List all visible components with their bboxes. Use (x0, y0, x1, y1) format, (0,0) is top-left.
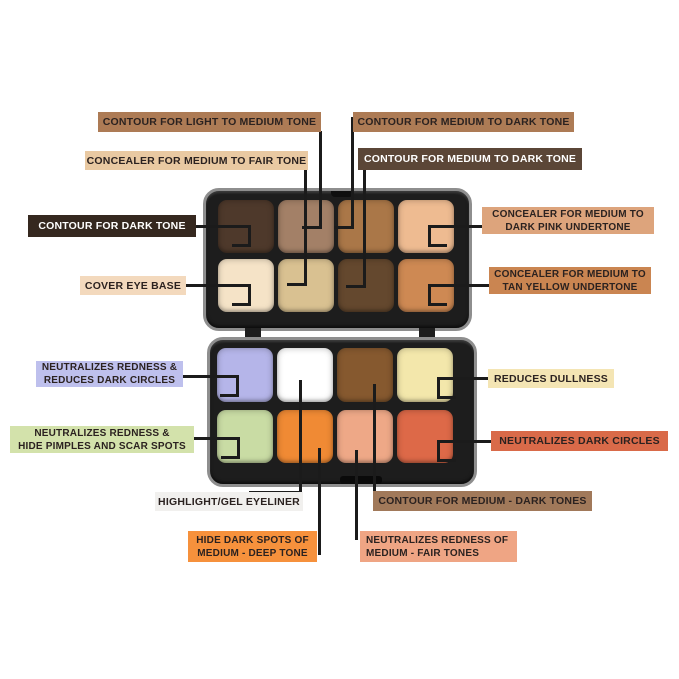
callout-line-highlight-gel-eyeliner (299, 380, 302, 492)
hinge-clasp-left (245, 328, 261, 339)
callout-line-neutralizes-dark-circles (437, 440, 491, 443)
pan-contour-brown (337, 348, 393, 402)
label-contour-medium-to-dark-tone-2: CONTOUR FOR MEDIUM TO DARK TONE (358, 148, 582, 170)
label-contour-medium-to-dark-tone-top: CONTOUR FOR MEDIUM TO DARK TONE (353, 112, 574, 132)
label-neutralizes-redness-medium-fair: NEUTRALIZES REDNESS OF MEDIUM - FAIR TON… (360, 531, 517, 562)
label-highlight-gel-eyeliner: HIGHLIGHT/GEL EYELINER (155, 492, 303, 511)
label-text-line2: DARK PINK UNDERTONE (505, 221, 631, 233)
callout-foot-concealer-medium-fair (287, 283, 307, 286)
pan-salmon-corrector (337, 410, 393, 463)
label-text: HIGHLIGHT/GEL EYELINER (158, 495, 300, 508)
pan-yellow-corrector (397, 348, 453, 402)
callout-drop-cover-eye-base (248, 284, 251, 306)
callout-line-concealer-tan-yellow (428, 284, 489, 287)
label-text-line2: HIDE PIMPLES AND SCAR SPOTS (18, 440, 186, 452)
label-text: CONTOUR FOR MEDIUM TO DARK TONE (363, 153, 577, 165)
pan-orange-corrector (277, 410, 333, 463)
label-concealer-medium-to-tan-yellow-undertone: CONCEALER FOR MEDIUM TO TAN YELLOW UNDER… (489, 267, 651, 294)
label-text-line1: NEUTRALIZES REDNESS & (41, 362, 178, 373)
callout-line-cover-eye-base (186, 284, 251, 287)
callout-line-neutralizes-redness-pimples (194, 437, 240, 440)
callout-foot-concealer-dark-pink (428, 244, 447, 247)
label-text: CONTOUR FOR MEDIUM - DARK TONES (378, 495, 587, 507)
label-contour-for-dark-tone: CONTOUR FOR DARK TONE (28, 215, 196, 237)
callout-foot-contour-dark (232, 244, 251, 247)
callout-foot-contour-medium-dark-2 (346, 285, 366, 288)
callout-line-contour-light-medium (319, 131, 322, 229)
callout-drop-neutralizes-redness-pimples (237, 437, 240, 459)
callout-foot-neutralizes-redness-dark-circles (220, 394, 239, 397)
callout-foot-neutralizes-dark-circles (437, 459, 456, 462)
label-text: REDUCES DULLNESS (493, 372, 609, 385)
label-text: CONTOUR FOR LIGHT TO MEDIUM TONE (102, 116, 317, 128)
callout-drop-neutralizes-redness-dark-circles (236, 375, 239, 397)
label-text-line1: CONCEALER FOR MEDIUM TO (494, 268, 646, 280)
callout-line-contour-dark (196, 225, 251, 228)
label-neutralizes-dark-circles: NEUTRALIZES DARK CIRCLES (491, 431, 668, 451)
callout-foot-contour-medium-dark-top (334, 226, 354, 229)
label-text-line2: TAN YELLOW UNDERTONE (502, 281, 638, 293)
label-neutralizes-redness-hide-pimples: NEUTRALIZES REDNESS & HIDE PIMPLES AND S… (10, 426, 194, 453)
label-text-line2: MEDIUM - DEEP TONE (197, 547, 308, 559)
label-text-line1: HIDE DARK SPOTS OF (196, 534, 309, 546)
bottom-case-clasp (340, 476, 382, 484)
callout-drop-concealer-dark-pink (428, 225, 431, 247)
top-case-notch (331, 191, 353, 197)
label-text-line1: CONCEALER FOR MEDIUM TO (492, 208, 644, 220)
pan-red-corrector (397, 410, 453, 463)
callout-line-concealer-medium-fair (304, 169, 307, 286)
label-text: CONTOUR FOR MEDIUM TO DARK TONE (357, 116, 570, 128)
callout-drop-contour-dark (248, 225, 251, 247)
callout-drop-concealer-tan-yellow (428, 284, 431, 306)
callout-foot-cover-eye-base (232, 303, 251, 306)
label-concealer-medium-to-fair-tone: CONCEALER FOR MEDIUM TO FAIR TONE (85, 151, 308, 170)
callout-line-contour-medium-dark-2 (363, 169, 366, 288)
callout-drop-reduces-dullness (437, 377, 440, 399)
label-text: COVER EYE BASE (84, 279, 182, 292)
palette-top-case (203, 188, 472, 331)
callout-line-hide-dark-spots (318, 448, 321, 555)
label-text-line2: MEDIUM - FAIR TONES (366, 547, 480, 559)
callout-foot-reduces-dullness (437, 396, 456, 399)
callout-line-contour-medium-dark-top (351, 117, 354, 229)
callout-line-contour-medium-dark-tones (373, 384, 376, 492)
callout-foot-contour-light-medium (302, 226, 322, 229)
label-text-line1: NEUTRALIZES REDNESS OF (366, 534, 509, 546)
label-text-line2: REDUCES DARK CIRCLES (43, 375, 176, 386)
palette-bottom-case (207, 337, 477, 487)
label-concealer-medium-to-dark-pink-undertone: CONCEALER FOR MEDIUM TO DARK PINK UNDERT… (482, 207, 654, 234)
callout-line-reduces-dullness (437, 377, 488, 380)
callout-line-neutralizes-redness-medium-fair (355, 450, 358, 540)
label-contour-medium-dark-tones: CONTOUR FOR MEDIUM - DARK TONES (373, 491, 592, 511)
callout-foot-concealer-tan-yellow (428, 303, 447, 306)
label-text: NEUTRALIZES DARK CIRCLES (499, 435, 660, 447)
hinge-clasp-right (419, 328, 435, 339)
label-hide-dark-spots-medium-deep: HIDE DARK SPOTS OF MEDIUM - DEEP TONE (188, 531, 317, 562)
callout-line-neutralizes-redness-dark-circles (183, 375, 239, 378)
callout-drop-neutralizes-dark-circles (437, 440, 440, 462)
label-neutralizes-redness-reduces-dark-circles: NEUTRALIZES REDNESS & REDUCES DARK CIRCL… (36, 361, 183, 387)
pan-green-corrector (217, 410, 273, 463)
label-contour-light-to-medium-tone: CONTOUR FOR LIGHT TO MEDIUM TONE (98, 112, 321, 132)
label-text: CONCEALER FOR MEDIUM TO FAIR TONE (86, 154, 307, 167)
callout-foot-neutralizes-redness-pimples (221, 456, 240, 459)
label-cover-eye-base: COVER EYE BASE (80, 276, 186, 295)
label-text: CONTOUR FOR DARK TONE (38, 220, 186, 232)
callout-line-concealer-dark-pink (428, 225, 482, 228)
pan-highlight-white (277, 348, 333, 402)
label-reduces-dullness: REDUCES DULLNESS (488, 369, 614, 388)
label-text-line1: NEUTRALIZES REDNESS & (34, 427, 170, 439)
